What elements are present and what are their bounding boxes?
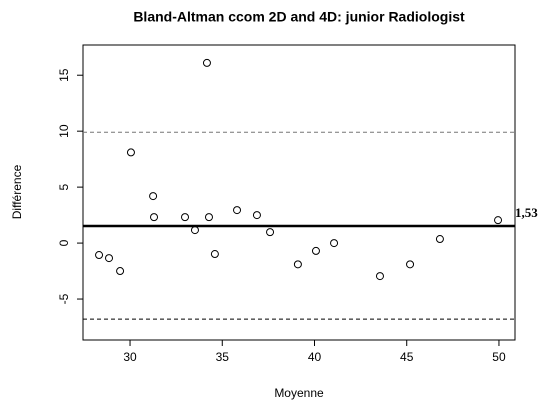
x-tick-label: 35: [216, 350, 230, 364]
y-axis-label: Différence: [10, 164, 24, 219]
point: [202, 58, 211, 67]
point: [252, 211, 261, 220]
point: [150, 213, 159, 222]
point: [293, 260, 302, 269]
x-tick-label: 40: [308, 350, 322, 364]
point: [330, 239, 339, 248]
point: [190, 226, 199, 235]
point: [116, 267, 125, 276]
chart-title: Bland-Altman ccom 2D and 4D: junior Radi…: [133, 9, 465, 25]
y-tick-label: 5: [57, 183, 71, 190]
point: [210, 250, 219, 259]
point: [311, 246, 320, 255]
x-tick-label: 50: [492, 350, 506, 364]
point: [406, 260, 415, 269]
point: [204, 213, 213, 222]
x-tick-label: 45: [400, 350, 414, 364]
point: [105, 254, 114, 263]
point: [126, 148, 135, 157]
point: [375, 272, 384, 281]
point: [181, 213, 190, 222]
point: [494, 216, 503, 225]
plot-box: [82, 44, 516, 341]
point: [233, 206, 242, 215]
y-tick-label: 0: [57, 239, 71, 246]
point: [149, 192, 158, 201]
x-axis-label: Moyenne: [274, 386, 324, 400]
mean-label: 1,53: [515, 205, 538, 220]
point: [435, 235, 444, 244]
y-tick-label: 10: [57, 124, 71, 138]
point: [95, 251, 104, 260]
y-tick-label: -5: [57, 293, 71, 304]
y-tick-label: 15: [57, 68, 71, 82]
point: [266, 228, 275, 237]
x-tick-label: 30: [123, 350, 137, 364]
